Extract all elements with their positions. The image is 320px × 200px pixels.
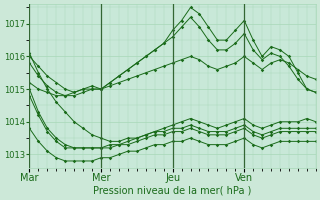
X-axis label: Pression niveau de la mer( hPa ): Pression niveau de la mer( hPa ): [93, 186, 252, 196]
